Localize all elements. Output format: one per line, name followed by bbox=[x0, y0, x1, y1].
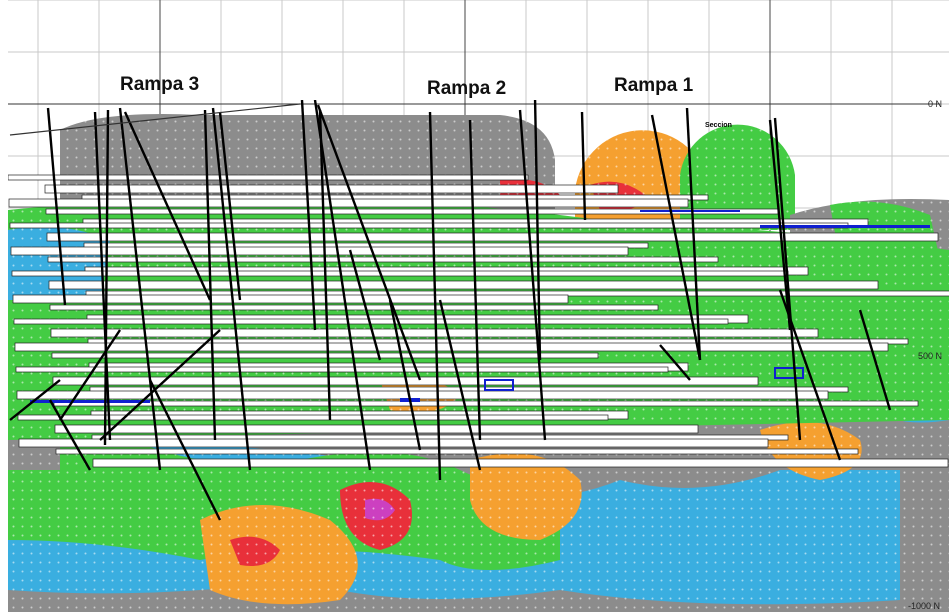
drillhole bbox=[93, 111, 112, 441]
drillhole bbox=[99, 329, 221, 441]
ramp-label: Rampa 1 bbox=[614, 75, 694, 96]
working bbox=[8, 174, 529, 181]
drillhole bbox=[659, 344, 691, 381]
working bbox=[47, 256, 719, 263]
drillhole bbox=[650, 114, 702, 361]
working bbox=[8, 198, 689, 208]
drillhole bbox=[518, 109, 547, 441]
working bbox=[11, 270, 789, 277]
working bbox=[9, 222, 849, 229]
grade-zone-dots bbox=[230, 536, 280, 566]
working bbox=[18, 438, 769, 448]
ramp-label: Rampa 3 bbox=[120, 74, 199, 95]
grade-zone-dots bbox=[470, 453, 582, 540]
drillhole bbox=[59, 329, 121, 421]
drillhole bbox=[211, 107, 252, 471]
drillhole bbox=[48, 399, 92, 471]
working bbox=[774, 367, 804, 379]
drillhole bbox=[348, 249, 382, 361]
working bbox=[92, 458, 949, 468]
grade-zone-dots bbox=[680, 124, 795, 230]
working bbox=[44, 184, 619, 194]
drillhole bbox=[778, 289, 842, 461]
drillhole bbox=[300, 100, 317, 331]
working bbox=[51, 352, 599, 359]
working bbox=[17, 414, 609, 421]
level-label: 500 N bbox=[918, 351, 942, 361]
working bbox=[50, 328, 819, 338]
section-label: Seccion bbox=[705, 122, 732, 129]
drillhole bbox=[203, 109, 217, 441]
working bbox=[640, 210, 740, 212]
drillhole bbox=[468, 119, 482, 441]
working bbox=[484, 379, 514, 391]
working bbox=[10, 246, 629, 256]
drillhole bbox=[9, 379, 61, 421]
drillhole bbox=[118, 107, 162, 471]
drillhole bbox=[103, 109, 110, 446]
drillhole bbox=[858, 309, 892, 411]
working bbox=[54, 424, 699, 434]
drillhole bbox=[316, 104, 422, 381]
working bbox=[760, 225, 930, 228]
drillhole bbox=[388, 299, 422, 451]
drillhole bbox=[318, 109, 332, 421]
working bbox=[49, 304, 659, 311]
working bbox=[46, 232, 939, 242]
grade-zone-dots bbox=[365, 498, 395, 521]
drillhole bbox=[773, 117, 802, 441]
working bbox=[53, 400, 919, 407]
drillhole bbox=[9, 103, 301, 136]
drillhole bbox=[123, 111, 212, 301]
drillhole bbox=[313, 100, 372, 471]
drillhole bbox=[46, 107, 67, 306]
working bbox=[12, 294, 569, 304]
drillhole bbox=[533, 100, 542, 361]
working bbox=[55, 448, 859, 455]
drillhole bbox=[148, 379, 222, 521]
level-label: -1000 N bbox=[908, 601, 940, 611]
drillhole bbox=[580, 111, 587, 221]
ramp-label: Rampa 2 bbox=[427, 78, 506, 99]
working bbox=[48, 280, 879, 290]
level-label: 0 N bbox=[928, 99, 942, 109]
working bbox=[15, 366, 669, 373]
drillhole bbox=[218, 111, 242, 301]
drillhole bbox=[428, 111, 442, 481]
drillhole bbox=[768, 119, 792, 331]
working bbox=[16, 390, 829, 400]
grade-zone-dots bbox=[200, 505, 358, 605]
drillholes bbox=[9, 100, 892, 521]
working bbox=[30, 400, 150, 403]
drillhole bbox=[438, 299, 482, 471]
drillhole bbox=[685, 107, 702, 361]
